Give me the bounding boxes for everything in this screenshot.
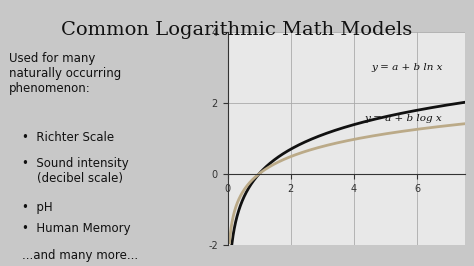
Text: •  Human Memory: • Human Memory bbox=[22, 222, 130, 235]
Text: •  pH: • pH bbox=[22, 201, 53, 214]
Text: Used for many
naturally occurring
phenomenon:: Used for many naturally occurring phenom… bbox=[9, 52, 121, 95]
Text: Common Logarithmic Math Models: Common Logarithmic Math Models bbox=[61, 21, 413, 39]
Text: y = a + b log x: y = a + b log x bbox=[365, 114, 442, 123]
Text: y = a + b ln x: y = a + b ln x bbox=[371, 63, 442, 72]
Text: •  Richter Scale: • Richter Scale bbox=[22, 131, 114, 144]
Text: •  Sound intensity
    (decibel scale): • Sound intensity (decibel scale) bbox=[22, 157, 128, 185]
Text: ...and many more...: ...and many more... bbox=[22, 248, 138, 261]
